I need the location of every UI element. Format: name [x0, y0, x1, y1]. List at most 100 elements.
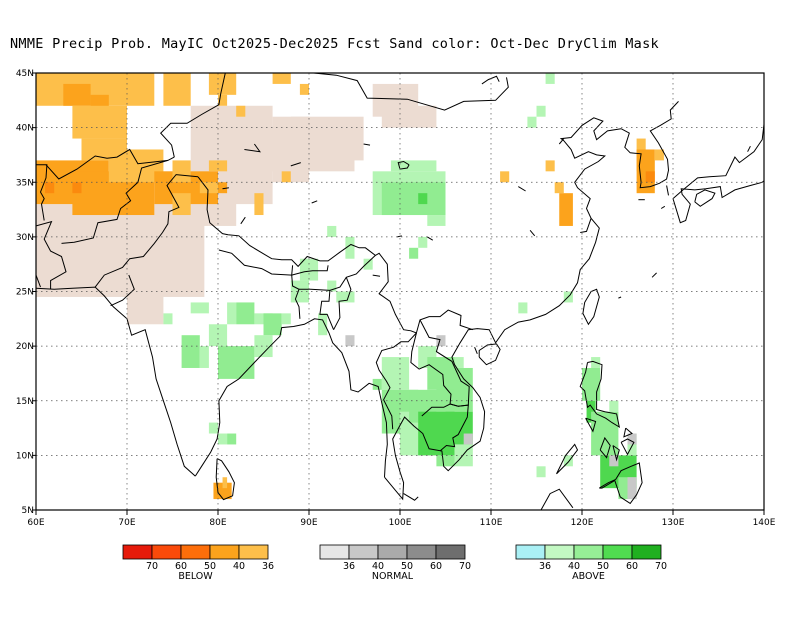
cell-below-36 [272, 73, 291, 84]
above-swatch [515, 544, 546, 560]
y-tick-label: 10N [16, 451, 34, 461]
cell-normal-36 [627, 477, 637, 500]
cell-above-36 [627, 433, 637, 456]
probability-cells [36, 73, 664, 500]
map-title: NMME Precip Prob. MayIC Oct2025-Dec2025 … [10, 36, 659, 52]
coastline [599, 462, 643, 505]
coastline [518, 186, 526, 192]
above-tick: 50 [597, 561, 609, 572]
coastline [45, 148, 175, 180]
cell-above-40 [582, 367, 601, 401]
coastline [481, 75, 500, 85]
x-tick-label: 100E [389, 518, 412, 528]
coastline [579, 360, 621, 429]
cell-above-36 [290, 280, 309, 303]
x-tick-label: 90E [300, 518, 317, 528]
cell-above-36 [381, 357, 410, 390]
cell-below-36 [545, 160, 555, 172]
cell-above-36 [545, 73, 555, 84]
cell-below-36 [199, 182, 218, 194]
coastline [384, 117, 622, 501]
cell-below-36 [108, 149, 164, 183]
cell-above-36 [363, 258, 373, 270]
coastline [372, 274, 381, 277]
y-tick-label: 35N [16, 178, 34, 188]
normal-swatch [406, 544, 437, 560]
cell-above-36 [227, 302, 237, 325]
below-tick: 60 [175, 561, 187, 572]
coastline [222, 187, 229, 190]
cell-normal-36 [436, 335, 446, 347]
coastline [36, 274, 41, 288]
coastline [311, 200, 318, 204]
cell-above-36 [163, 313, 173, 325]
cell-above-36 [427, 215, 446, 226]
coastline [363, 143, 371, 146]
cell-above-36 [199, 346, 209, 368]
coastline [763, 100, 764, 111]
y-tick-label: 25N [16, 288, 34, 298]
above-swatch [573, 544, 604, 560]
cell-normal-36 [463, 433, 473, 445]
cell-above-40 [181, 335, 200, 368]
cell-above-36 [609, 400, 619, 412]
cell-above-40 [381, 182, 446, 216]
above-tick: 36 [539, 561, 551, 572]
cell-above-36 [454, 444, 473, 467]
coastline [612, 445, 620, 462]
coastlines [36, 73, 764, 510]
above-swatch [631, 544, 662, 560]
legend: 70 60 50 40 36 BELOW 36 40 50 60 70 NORMAL 36 40 50 60 7… [122, 544, 667, 582]
cell-below-50 [45, 182, 55, 194]
coastline [556, 443, 579, 475]
cell-above-36 [536, 105, 546, 117]
coastline [215, 458, 235, 501]
normal-tick: 70 [459, 561, 471, 572]
below-tick: 50 [204, 561, 216, 572]
cell-above-36 [318, 313, 328, 336]
below-swatch [151, 544, 182, 560]
cell-above-36 [527, 116, 537, 128]
latitude-ticks: 5N 10N 15N 20N 25N 30N 35N 40N 45N [16, 69, 36, 516]
cell-above-50 [418, 193, 428, 205]
cell-above-36 [418, 236, 428, 248]
coastline [403, 493, 419, 501]
coastline [660, 205, 666, 209]
x-tick-label: 130E [662, 518, 685, 528]
coastline [61, 159, 169, 244]
above-swatch [602, 544, 633, 560]
cell-above-36 [327, 225, 337, 237]
coastline [375, 332, 417, 430]
y-tick-label: 20N [16, 342, 34, 352]
y-tick-label: 15N [16, 397, 34, 407]
cell-above-40 [227, 433, 237, 445]
cell-normal-36 [627, 433, 637, 445]
cell-below-36 [218, 94, 228, 106]
cell-above-40 [236, 302, 255, 325]
cell-below-40 [559, 193, 573, 226]
cell-below-36 [72, 105, 127, 139]
coastline [397, 160, 410, 170]
below-swatch [209, 544, 240, 560]
cell-above-36 [563, 455, 573, 467]
cell-above-36 [208, 422, 218, 434]
coastline [291, 265, 329, 276]
cell-above-36 [218, 433, 228, 445]
coastline [618, 296, 622, 299]
coastline [585, 417, 597, 433]
cell-above-36 [336, 291, 355, 303]
normal-tick: 40 [372, 561, 384, 572]
normal-tick: 60 [430, 561, 442, 572]
x-tick-label: 140E [753, 518, 776, 528]
cell-above-40 [372, 378, 382, 390]
lat-lon-grid [36, 73, 764, 510]
coastline [291, 275, 301, 319]
cell-above-40 [218, 346, 255, 379]
coastline [747, 145, 751, 152]
cell-above-36 [327, 280, 337, 292]
normal-swatch [348, 544, 379, 560]
above-tick: 60 [626, 561, 638, 572]
coastline [623, 427, 633, 438]
coastline [160, 73, 226, 158]
